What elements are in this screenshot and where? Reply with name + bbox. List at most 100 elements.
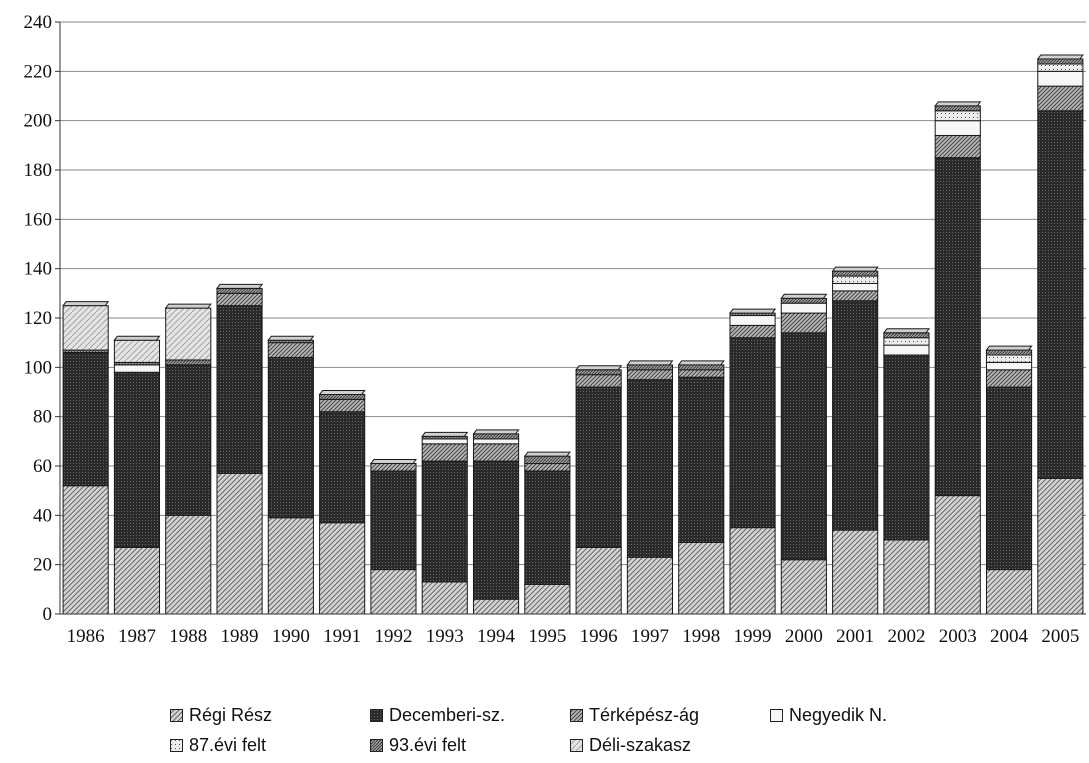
bar-stack [677, 360, 725, 615]
legend-swatch [770, 708, 783, 722]
bar-segment [113, 371, 161, 548]
bar-segment [985, 354, 1033, 363]
bar-segment [883, 344, 930, 356]
bar-segment [985, 569, 1033, 615]
x-axis-tick-labels: 1986 1987 1988 1989 1990 1991 1992 1993 1994 1995… [67, 626, 1080, 647]
bar-segment [1037, 70, 1084, 87]
bar-top-cap [1036, 54, 1084, 60]
bar-top-cap [318, 389, 366, 395]
bar-top-cap [575, 365, 623, 371]
bar-stack [626, 360, 674, 615]
bar-segment [626, 369, 674, 381]
bar-segment [575, 386, 622, 548]
bar-top-cap [882, 328, 931, 334]
legend-swatch [370, 738, 383, 752]
legend-row: Régi Rész Decemberi-sz. Térképész-ág Neg… [170, 700, 970, 730]
bar-stacks [62, 54, 1084, 615]
y-tick-label: 60 [33, 456, 52, 477]
bar-stack [421, 431, 469, 615]
bar-top-cap [164, 303, 212, 309]
bar-stack [780, 293, 828, 615]
bar-segment [472, 443, 520, 462]
bar-segment [472, 460, 520, 600]
bar-segment [883, 354, 930, 541]
bar-segment [472, 433, 520, 440]
bar-segment [62, 352, 109, 487]
bar-segment [678, 376, 725, 543]
bar-segment [62, 305, 109, 351]
bar-segment [575, 374, 622, 388]
bar-stack [728, 308, 777, 615]
bar-segment [216, 305, 263, 474]
bar-segment [934, 120, 981, 136]
bar-segment [780, 559, 827, 615]
bar-segment [472, 598, 520, 615]
bar-top-cap [626, 360, 674, 366]
y-tick-label: 160 [24, 209, 53, 230]
bar-top-cap [831, 266, 879, 272]
bar-segment [832, 282, 879, 292]
x-tick-label: 2003 [939, 626, 977, 647]
x-tick-label: 1988 [169, 626, 207, 647]
bar-segment [1037, 58, 1084, 65]
x-tick-label: 2005 [1041, 626, 1079, 647]
bar-top-cap [472, 429, 520, 435]
bar-segment [934, 157, 981, 497]
bar-segment [524, 455, 571, 465]
legend-item-regi-resz: Régi Rész [170, 705, 370, 726]
x-tick-label: 1992 [374, 626, 412, 647]
bar-segment [113, 364, 161, 373]
bar-segment [113, 339, 161, 363]
bar-segment [216, 472, 263, 615]
bar-segment [267, 356, 314, 519]
bar-segment [575, 369, 622, 376]
legend-item-decemberi-sz: Decemberi-sz. [370, 705, 570, 726]
y-axis-tick-labels: 0 20 40 60 80 100 120 140 160 180 200 220 240 [24, 12, 53, 625]
x-tick-label: 1999 [734, 626, 772, 647]
bar-segment [934, 495, 981, 615]
legend-label: Negyedik N. [789, 704, 888, 725]
x-tick-label: 2004 [990, 626, 1029, 647]
bar-segment [421, 443, 468, 462]
bar-top-cap [523, 451, 571, 457]
bar-segment [1037, 110, 1084, 479]
x-tick-label: 1994 [477, 626, 516, 647]
legend-swatch [170, 738, 183, 752]
bar-segment [370, 470, 417, 571]
bar-top-cap [985, 345, 1033, 351]
bar-segment [524, 463, 571, 472]
bar-segment [1037, 477, 1084, 615]
bar-segment [113, 546, 161, 615]
bar-segment [165, 359, 212, 366]
x-tick-label: 1998 [682, 626, 720, 647]
bar-segment [1037, 63, 1084, 72]
legend-label: Decemberi-sz. [389, 704, 506, 725]
legend-label: Déli-szakasz [589, 734, 692, 755]
bar-segment [421, 438, 468, 445]
bar-stack [985, 345, 1033, 615]
bar-segment [524, 583, 571, 615]
legend-swatch [570, 738, 583, 752]
legend-swatch [170, 708, 183, 722]
bar-segment [832, 300, 879, 531]
bar-top-cap [934, 101, 982, 107]
x-tick-label: 2001 [836, 626, 874, 647]
y-tick-label: 120 [24, 308, 53, 329]
bar-stack [215, 283, 264, 615]
bar-segment [729, 324, 776, 339]
bar-stack [934, 101, 982, 615]
bar-segment [729, 315, 776, 326]
y-tick-label: 40 [33, 505, 52, 526]
y-tick-label: 180 [24, 160, 53, 181]
bar-top-cap [267, 335, 315, 341]
bar-segment [934, 134, 981, 159]
legend-item-negyedik-n: Negyedik N. [770, 705, 887, 726]
x-tick-label: 1990 [272, 626, 310, 647]
bar-segment [319, 393, 366, 400]
bar-stack [318, 389, 366, 615]
bar-segment [626, 556, 674, 615]
bar-stack [523, 451, 571, 615]
bar-segment [729, 527, 776, 615]
bar-segment [319, 398, 366, 413]
bar-segment [934, 105, 981, 112]
